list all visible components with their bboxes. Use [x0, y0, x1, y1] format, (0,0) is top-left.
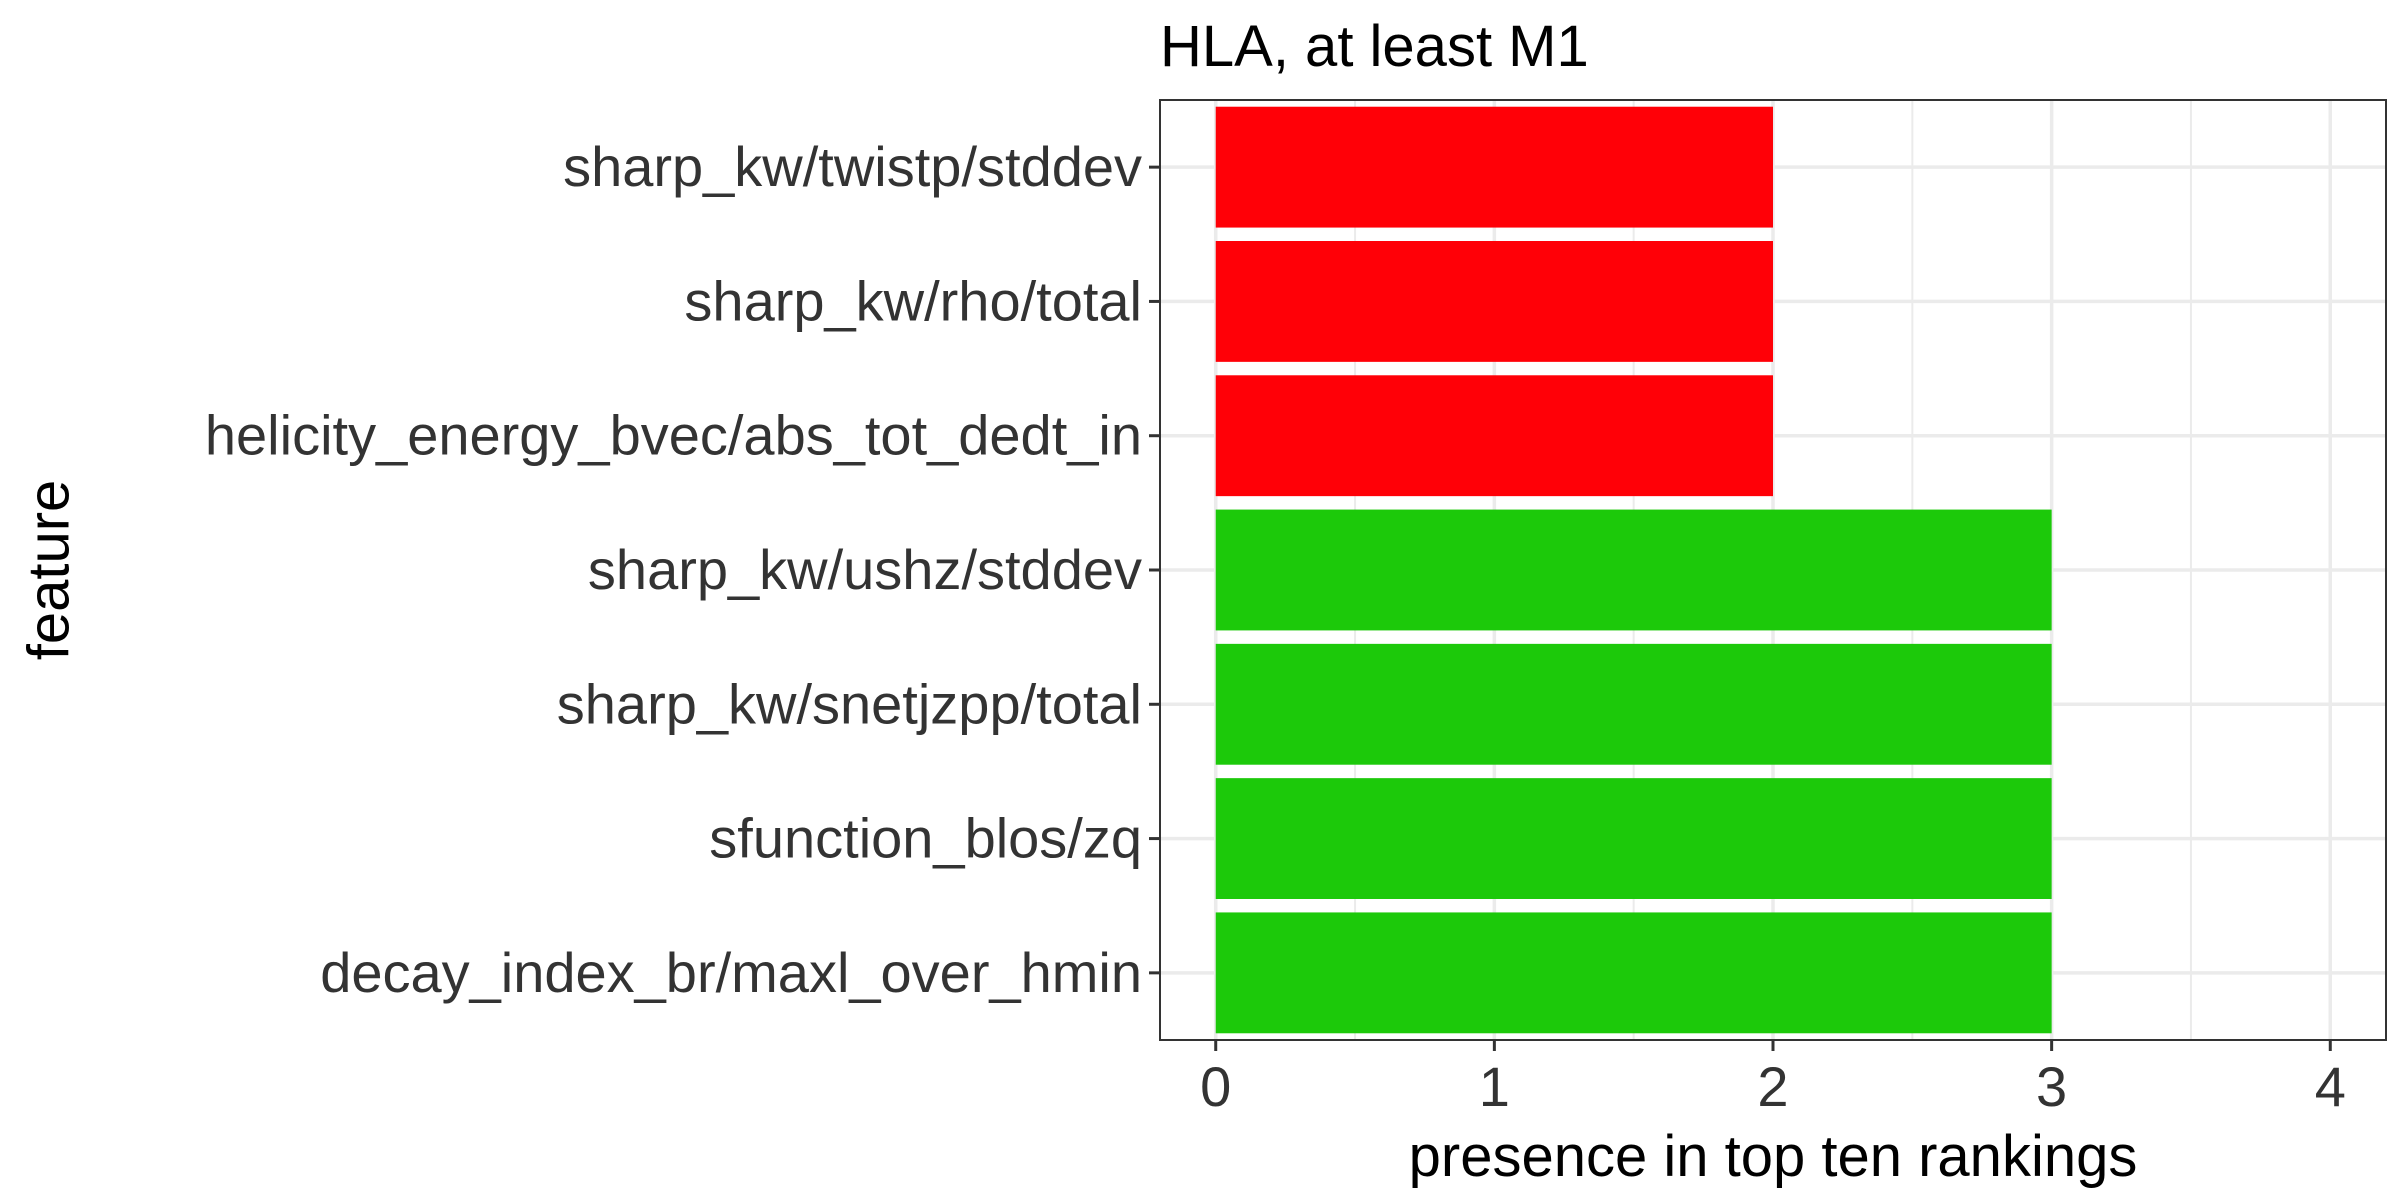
y-tick-label: sharp_kw/ushz/stddev [588, 538, 1142, 601]
chart-title: HLA, at least M1 [1160, 14, 1589, 79]
bar [1215, 643, 2052, 765]
x-tick-label: 1 [1479, 1055, 1510, 1118]
y-tick-label: sharp_kw/rho/total [684, 269, 1142, 332]
y-tick-label: decay_index_br/maxl_over_hmin [320, 941, 1142, 1004]
x-axis-label: presence in top ten rankings [1409, 1124, 2138, 1189]
bar [1215, 912, 2052, 1034]
y-tick-label: sfunction_blos/zq [709, 807, 1142, 870]
bar [1215, 241, 1773, 362]
bar [1215, 509, 2052, 631]
bar [1215, 106, 1773, 228]
bar [1215, 778, 2052, 899]
x-tick-label: 2 [1757, 1055, 1788, 1118]
x-axis-ticks: 0 1 2 3 4 [1200, 1040, 2346, 1118]
y-tick-label: sharp_kw/snetjzpp/total [557, 672, 1142, 735]
x-tick-label: 3 [2036, 1055, 2067, 1118]
y-axis-label: feature [16, 480, 81, 661]
x-tick-label: 0 [1200, 1055, 1231, 1118]
bar [1215, 375, 1773, 497]
y-tick-label: sharp_kw/twistp/stddev [563, 135, 1142, 198]
y-axis-ticks: sharp_kw/twistp/stddev sharp_kw/rho/total… [205, 135, 1160, 1004]
bars [1215, 106, 2052, 1034]
x-tick-label: 4 [2315, 1055, 2346, 1118]
y-tick-label: helicity_energy_bvec/abs_tot_dedt_in [205, 404, 1142, 467]
